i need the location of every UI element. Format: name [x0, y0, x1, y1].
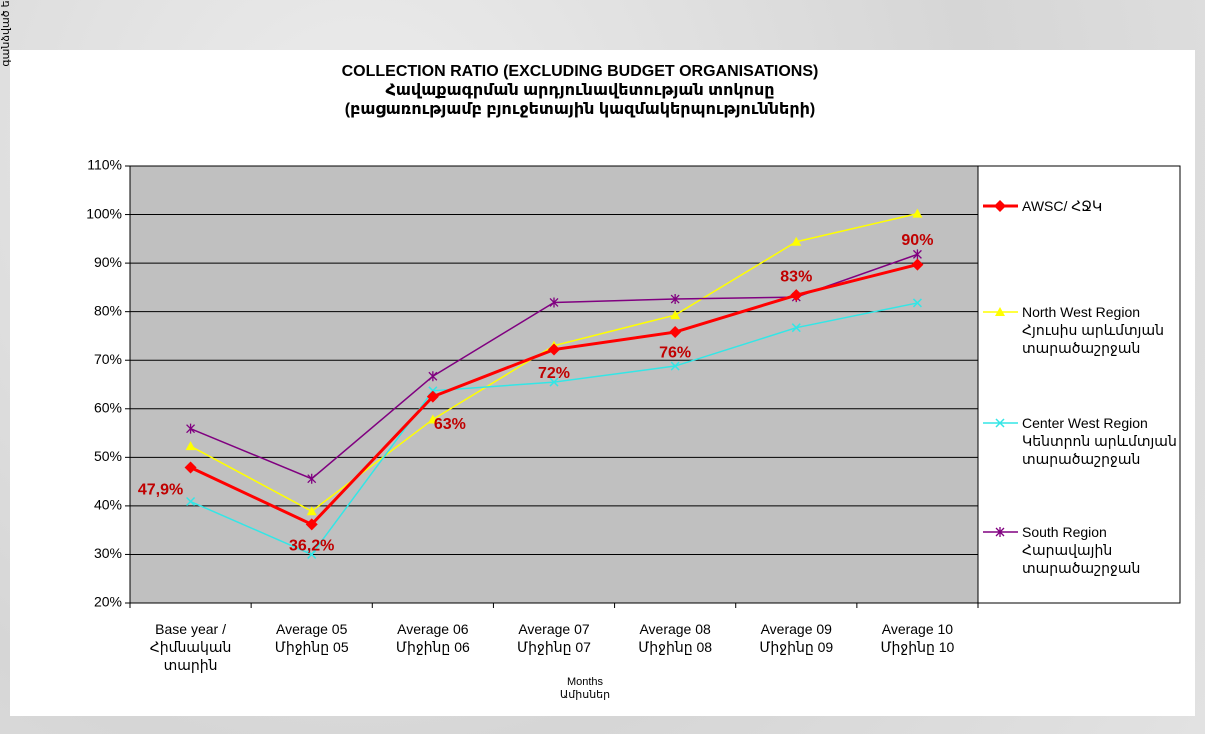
data-point — [548, 343, 560, 356]
legend-marker — [995, 418, 1005, 428]
legend-label: South Region Հարավային տարածաշրջան — [1022, 524, 1141, 576]
data-point — [426, 390, 439, 403]
x-tick-label: Average 06 Միջինը 06 — [395, 621, 470, 655]
data-point — [912, 249, 922, 260]
data-point — [186, 423, 196, 434]
plot-area — [129, 165, 979, 604]
data-point — [670, 294, 680, 305]
data-point — [307, 473, 317, 484]
data-point — [307, 549, 317, 559]
data-point — [911, 258, 924, 271]
data-point — [791, 323, 801, 333]
y-tick-label: 20% — [94, 594, 122, 610]
y-tick-label: 70% — [94, 351, 122, 367]
data-point — [184, 461, 197, 474]
x-tick-label: Average 07 Միջինը 07 — [517, 621, 591, 655]
data-label: 76% — [659, 344, 691, 361]
data-label: 47,9% — [138, 482, 183, 499]
y-tick-label: 50% — [94, 448, 122, 464]
y-tick-label: 90% — [94, 254, 122, 270]
data-point — [305, 518, 318, 531]
data-point — [549, 297, 559, 308]
y-tick-label: 100% — [86, 205, 122, 221]
x-tick-label: Average 05 Միջինը 05 — [274, 621, 349, 655]
legend-label: Center West Region Կենտրոն արևմտյան տարա… — [1022, 415, 1177, 467]
legend-marker — [995, 527, 1005, 537]
data-point — [306, 506, 317, 516]
data-label: 36,2% — [289, 538, 334, 555]
data-point — [670, 310, 681, 320]
y-tick-label: 40% — [94, 497, 122, 513]
legend-marker — [995, 307, 1005, 316]
data-point — [549, 377, 559, 387]
x-axis-label: Months Ամիսներ — [559, 676, 611, 701]
data-point — [912, 208, 923, 218]
y-tick-label: 60% — [94, 399, 122, 415]
x-tick-label: Base year / Հիմնական տարին — [149, 621, 232, 673]
x-tick-label: Average 10 Միջինը 10 — [880, 621, 955, 655]
data-point — [428, 371, 438, 382]
data-point — [670, 361, 680, 371]
data-label: 63% — [434, 416, 466, 433]
data-point — [427, 414, 438, 424]
data-point — [186, 496, 196, 507]
legend-marker — [994, 200, 1006, 212]
x-tick-label: Average 09 Միջինը 09 — [759, 621, 834, 655]
legend-label: AWSC/ ՀՋԿ — [1022, 198, 1103, 214]
data-label: 72% — [538, 365, 570, 382]
legend-label: North West Region Հյուսիս արևմտյան տարած… — [1022, 304, 1164, 356]
data-point — [790, 289, 803, 302]
data-point — [185, 441, 196, 451]
y-tick-label: 110% — [87, 157, 122, 173]
data-point — [912, 298, 922, 308]
y-tick-label: 30% — [94, 545, 122, 561]
data-label: 90% — [901, 232, 933, 249]
y-axis-label: % OF COLLECTION REVENU գանձված եկամուտի … — [0, 0, 12, 67]
legend — [977, 165, 1181, 604]
y-tick-label: 80% — [94, 302, 122, 318]
data-point — [791, 236, 802, 246]
chart-title: COLLECTION RATIO (EXCLUDING BUDGET ORGAN… — [341, 63, 819, 118]
data-point — [669, 326, 682, 339]
data-label: 83% — [780, 268, 812, 285]
x-tick-label: Average 08 Միջինը 08 — [638, 621, 713, 655]
